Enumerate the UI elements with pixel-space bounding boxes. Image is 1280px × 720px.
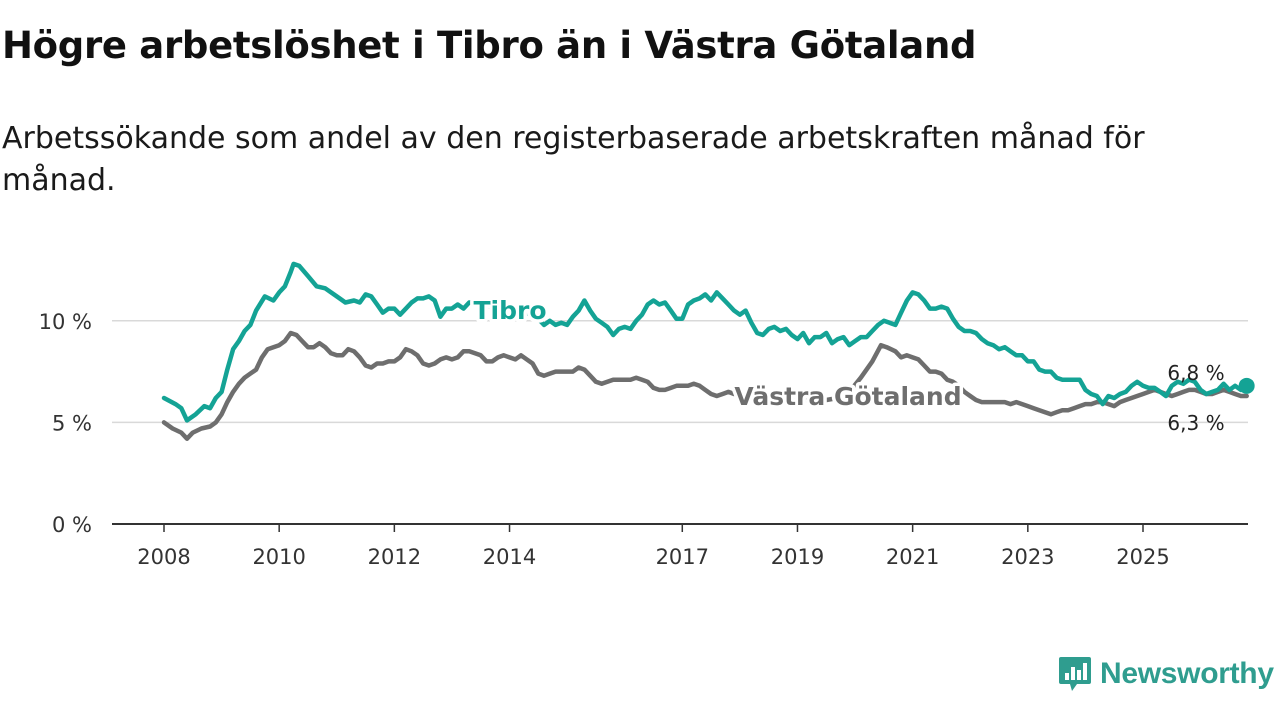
end-label-vastra-gotaland: 6,3 % <box>1167 411 1224 435</box>
newsworthy-brand-name: Newsworthy <box>1100 657 1274 690</box>
end-label-tibro: 6,8 % <box>1167 361 1224 385</box>
chart-title: Högre arbetslöshet i Tibro än i Västra G… <box>2 24 977 67</box>
x-tick-label: 2014 <box>483 545 536 569</box>
x-tick-label: 2010 <box>252 545 305 569</box>
y-axis: 0 % 5 % 10 % <box>39 310 92 537</box>
y-tick-label: 5 % <box>52 411 92 435</box>
series-lines <box>161 261 1255 441</box>
x-axis: 2008 2010 2012 2014 2017 2019 2021 2023 2025 <box>112 523 1248 569</box>
series-line-vastra-gotaland <box>161 330 1249 441</box>
y-tick-label: 0 % <box>52 513 92 537</box>
series-label-vastra-gotaland: Västra Götaland <box>734 382 961 411</box>
series-line-tibro <box>161 261 1249 423</box>
x-tick-label: 2019 <box>771 545 824 569</box>
x-tick-label: 2023 <box>1001 545 1054 569</box>
x-tick-label: 2025 <box>1116 545 1169 569</box>
newsworthy-brand: Newsworthy <box>1058 654 1274 694</box>
x-tick-label: 2021 <box>886 545 939 569</box>
series-label-tibro: Tibro <box>473 296 546 325</box>
x-tick-label: 2017 <box>656 545 709 569</box>
x-tick-label: 2008 <box>137 545 190 569</box>
series-labels: Tibro Västra Götaland 6,8 % 6,3 % <box>470 293 1225 436</box>
tibro-endpoint-marker <box>1238 377 1255 394</box>
y-tick-label: 10 % <box>39 310 92 334</box>
x-tick-label: 2012 <box>368 545 421 569</box>
chart-subtitle: Arbetssökande som andel av den registerb… <box>2 121 1145 198</box>
newsworthy-logo-icon <box>1059 657 1091 691</box>
